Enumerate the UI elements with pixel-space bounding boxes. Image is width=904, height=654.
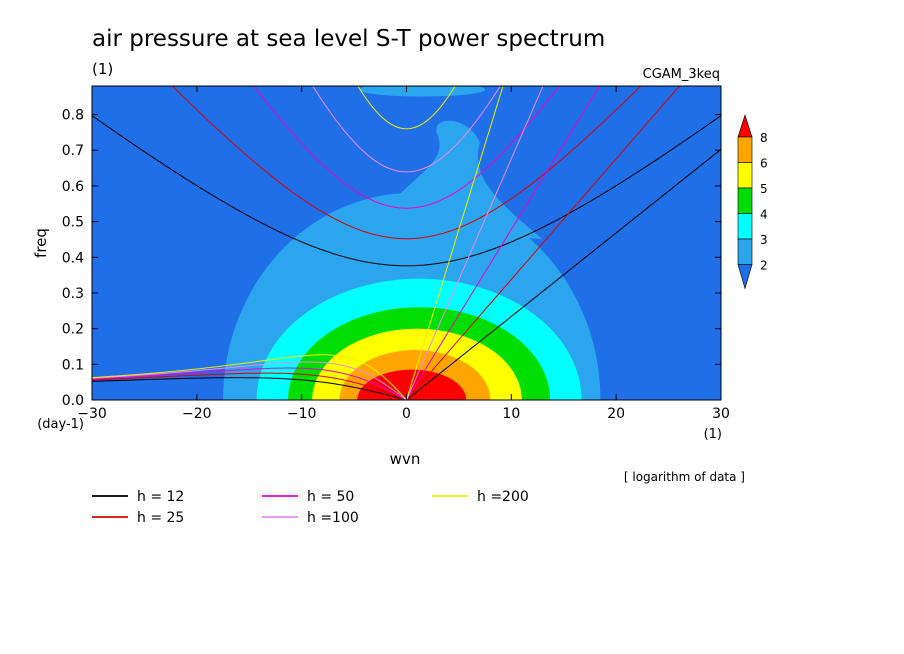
x-tick-label: 0 [402, 406, 411, 422]
rossby-curve-h25 [92, 372, 407, 400]
x-unit-label: (1) [704, 427, 722, 442]
chart-title: air pressure at sea level S-T power spec… [92, 26, 605, 52]
colorbar-segment [737, 162, 753, 189]
legend-label: h =100 [307, 510, 359, 526]
legend: h = 12 h = 25 h = 50 h =100 h =200 [92, 489, 529, 526]
y-axis-label: freq [32, 228, 50, 258]
colorbar-label: 8 [760, 131, 768, 145]
colorbar-label: 3 [760, 233, 768, 247]
rossby-curve-h200 [92, 354, 407, 400]
kelvin-curve-h12 [406, 148, 721, 400]
y-tick-label: 0.2 [62, 322, 84, 338]
rossby-curve-h50 [92, 367, 407, 400]
y-unit-label: (day-1) [37, 417, 84, 432]
y-tick-label: 0.3 [62, 286, 84, 302]
kelvin-curve-h200 [406, 86, 504, 400]
colorbar-top-arrow [737, 114, 753, 138]
colorbar-label: 2 [760, 259, 768, 273]
colorbar: 8 6 5 4 3 2 [737, 114, 768, 290]
x-axis-label: wvn [390, 450, 421, 468]
x-tick-label: 10 [502, 406, 520, 422]
y-tick-label: 0.1 [62, 357, 84, 373]
kelvin-curve-h100 [406, 86, 544, 400]
y-axis: 0.0 0.1 0.2 0.3 0.4 0.5 0.6 0.7 0.8 [62, 108, 721, 409]
rossby-curve-h12 [92, 377, 407, 400]
y-tick-label: 0.7 [62, 143, 84, 159]
colorbar-segment [737, 238, 753, 265]
legend-label: h = 25 [137, 510, 184, 526]
y-tick-label: 0.0 [62, 393, 84, 409]
legend-label: h = 12 [137, 489, 184, 505]
colorbar-label: 4 [760, 208, 768, 222]
kelvin-curve-h50 [406, 86, 601, 400]
y-tick-label: 0.5 [62, 215, 84, 231]
legend-label: h =200 [477, 489, 529, 505]
colorbar-segment [737, 136, 753, 163]
x-tick-label: −10 [287, 406, 317, 422]
x-axis: −30 −20 −10 0 10 20 30 [77, 86, 730, 422]
ig-curve-h12 [92, 115, 721, 267]
y-tick-label: 0.6 [62, 179, 84, 195]
x-tick-label: 30 [712, 406, 730, 422]
ig-curve-h200 [357, 86, 456, 130]
x-tick-label: 20 [607, 406, 625, 422]
rossby-curve-h100 [92, 361, 407, 400]
ig-curve-h25 [171, 86, 642, 240]
legend-label: h = 50 [307, 489, 354, 505]
colorbar-label: 6 [760, 157, 768, 171]
plot-area [92, 86, 721, 400]
contour-band-3-tongue [375, 120, 543, 240]
data-note: [ logarithm of data ] [624, 470, 745, 484]
colorbar-segment [737, 213, 753, 240]
x-tick-label: −20 [182, 406, 212, 422]
contour-band-3-top [359, 86, 486, 97]
kelvin-curve-h25 [406, 86, 681, 400]
ig-curve-h50 [253, 86, 560, 209]
units-label: (1) [92, 60, 113, 78]
y-tick-label: 0.8 [62, 108, 84, 124]
colorbar-label: 5 [760, 182, 768, 196]
ig-curve-h100 [312, 86, 501, 173]
model-label: CGAM_3keq [643, 67, 720, 82]
colorbar-bottom-arrow [737, 264, 753, 290]
colorbar-segment [737, 187, 753, 214]
y-tick-label: 0.4 [62, 250, 84, 266]
x-tick-label: −30 [77, 406, 107, 422]
